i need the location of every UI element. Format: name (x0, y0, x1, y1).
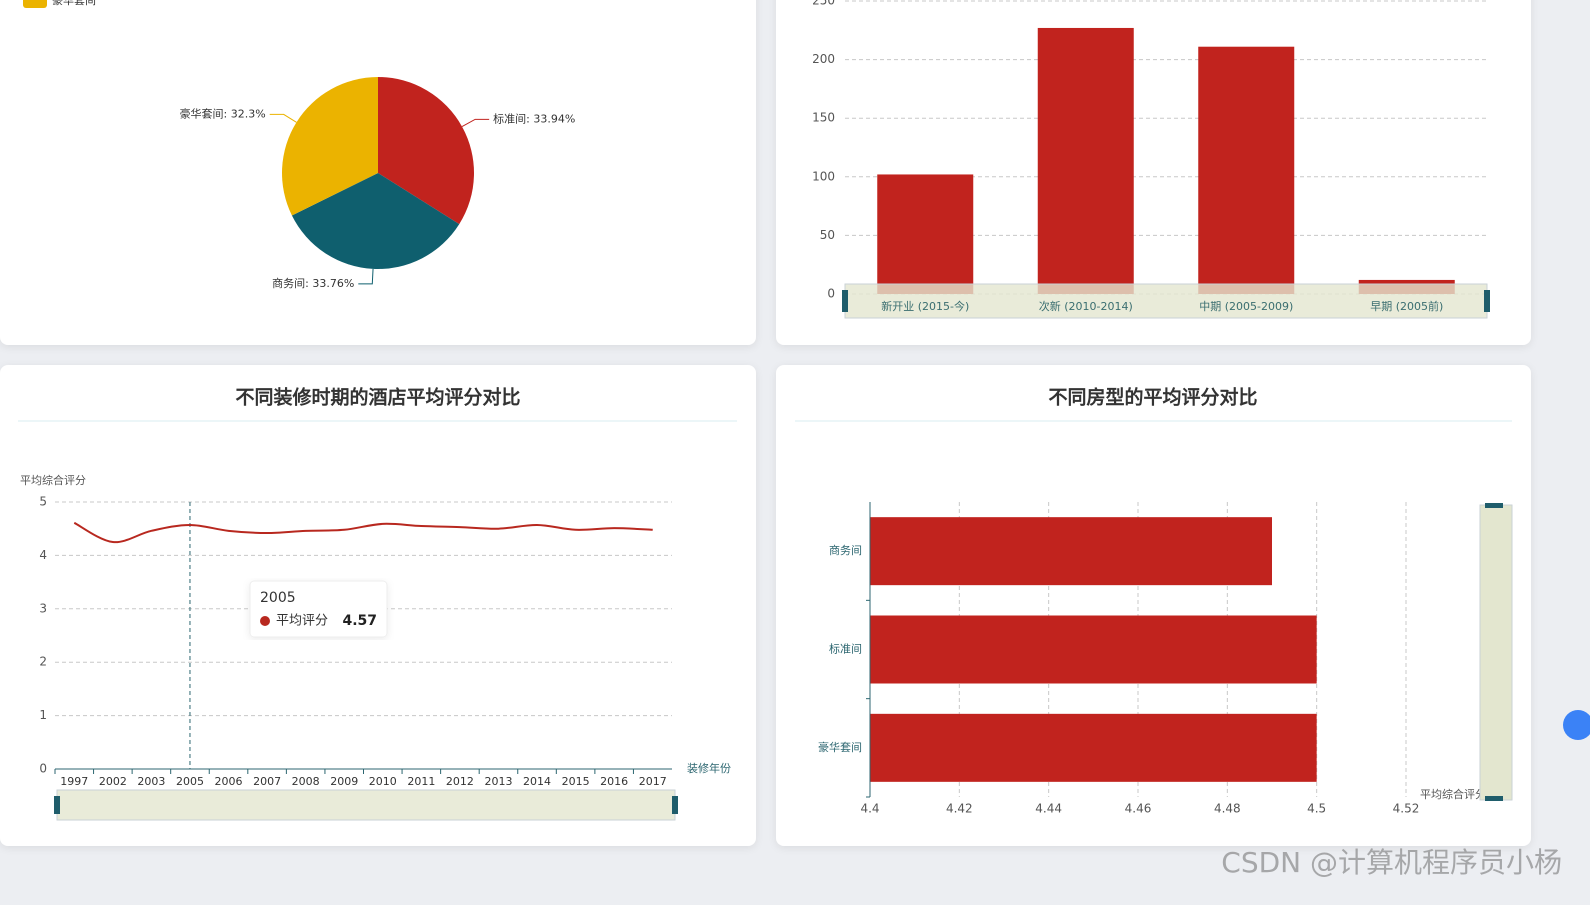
y-tick-label: 100 (812, 169, 835, 183)
tooltip-box (249, 580, 388, 638)
label-line (461, 118, 490, 128)
tooltip-value: 4.57 (342, 613, 377, 629)
y-tick-label: 200 (812, 52, 835, 66)
slider-handle (1485, 503, 1503, 508)
label-line (269, 113, 297, 123)
x-tick-label: 2013 (484, 775, 512, 788)
x-tick-label: 2007 (253, 775, 281, 788)
y-tick-label: 豪华套间 (818, 740, 862, 754)
x-tick-label: 4.5 (1307, 802, 1326, 816)
axis-name: 平均综合评分 (20, 473, 86, 487)
tooltip-title: 2005 (260, 590, 296, 606)
y-tick-label: 3 (39, 601, 47, 615)
pie-slice (282, 77, 378, 216)
y-tick-label: 2 (39, 655, 47, 669)
axis-name: 平均综合评分 (1420, 787, 1486, 801)
x-tick-label: 2014 (523, 775, 551, 788)
zoom-slider (56, 789, 676, 821)
x-tick-label: 2006 (215, 775, 243, 788)
bar (877, 174, 974, 294)
label-line (358, 268, 374, 285)
legend-swatch (23, 0, 47, 8)
x-tick-label: 2015 (562, 775, 590, 788)
slider-handle (1484, 290, 1490, 312)
x-tick-label: 早期 (2005前) (1370, 299, 1443, 313)
x-tick-label: 2005 (176, 775, 204, 788)
x-tick-label: 4.42 (946, 802, 973, 816)
x-tick-label: 2002 (99, 775, 127, 788)
watermark: CSDN @计算机程序员小杨 (1221, 846, 1562, 879)
y-tick-label: 0 (39, 762, 47, 776)
bar (1037, 27, 1134, 295)
data-label: 豪华套间: 32.3% (180, 106, 266, 120)
legend-label: 豪华套间 (52, 0, 96, 7)
slider-handle (672, 796, 678, 814)
zoom-slider (1479, 504, 1513, 801)
chart-title: 不同装修时期的酒店平均评分对比 (235, 386, 520, 409)
data-label: 标准间: 33.94% (493, 111, 575, 125)
y-tick-label: 标准间 (829, 642, 862, 656)
x-tick-label: 2011 (407, 775, 435, 788)
y-tick-label: 商务间 (829, 543, 862, 557)
bar (870, 713, 1317, 782)
x-tick-label: 2017 (639, 775, 667, 788)
x-tick-label: 2012 (446, 775, 474, 788)
slider-handle (842, 290, 848, 312)
x-tick-label: 新开业 (2015-今) (881, 299, 969, 313)
tooltip: 2005 平均评分 4.57 (249, 580, 388, 638)
x-tick-label: 4.46 (1125, 802, 1152, 816)
data-label: 商务间: 33.76% (272, 276, 354, 290)
x-tick-label: 2008 (292, 775, 320, 788)
chart-title: 不同房型的平均评分对比 (1048, 386, 1257, 409)
x-tick-label: 1997 (60, 775, 88, 788)
line-series (73, 521, 653, 544)
bar (870, 615, 1317, 684)
zoom-slider (844, 283, 1488, 319)
x-tick-label: 4.44 (1035, 802, 1062, 816)
floating-button[interactable] (1563, 710, 1590, 740)
x-tick-label: 2009 (330, 775, 358, 788)
axis-name: 装修年份 (687, 761, 731, 775)
slider-handle (54, 796, 60, 814)
y-tick-label: 150 (812, 111, 835, 125)
pie-slice (378, 77, 475, 225)
bar (1198, 46, 1295, 294)
y-tick-label: 250 (812, 0, 835, 8)
y-tick-label: 5 (39, 495, 47, 509)
x-tick-label: 2016 (600, 775, 628, 788)
x-tick-label: 4.4 (860, 802, 879, 816)
x-tick-label: 次新 (2010-2014) (1039, 299, 1133, 313)
pie-slice (291, 173, 460, 270)
slider-handle (1485, 796, 1503, 801)
y-tick-label: 4 (39, 548, 47, 562)
x-tick-label: 2010 (369, 775, 397, 788)
tooltip-series: 平均评分 (276, 614, 328, 629)
y-tick-label: 0 (827, 287, 835, 301)
x-tick-label: 4.48 (1214, 802, 1241, 816)
y-tick-label: 1 (39, 708, 47, 722)
x-tick-label: 中期 (2005-2009) (1199, 300, 1293, 313)
tooltip-marker (260, 616, 270, 626)
y-tick-label: 50 (820, 228, 835, 242)
x-tick-label: 4.52 (1393, 802, 1420, 816)
bar (870, 517, 1272, 586)
x-tick-label: 2003 (137, 775, 165, 788)
